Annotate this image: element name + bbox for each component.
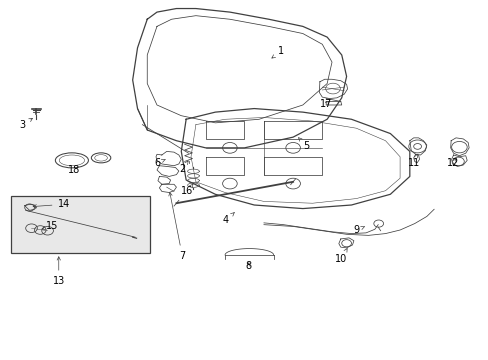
Text: 1: 1 [271,46,284,58]
Text: 13: 13 [53,257,65,286]
Text: 3: 3 [20,118,32,130]
Text: 9: 9 [352,225,364,235]
Text: 11: 11 [407,154,419,168]
Text: 17: 17 [319,99,332,109]
Text: 5: 5 [298,138,309,151]
Text: 10: 10 [334,248,346,264]
Text: 7: 7 [168,192,185,261]
Text: 2: 2 [179,161,188,174]
Text: 8: 8 [245,261,251,271]
Text: 6: 6 [154,158,165,168]
Text: 4: 4 [223,213,234,225]
Bar [11,196,149,253]
Text: 14: 14 [33,199,70,209]
Text: 15: 15 [42,221,59,231]
Text: 12: 12 [447,158,459,168]
Text: 18: 18 [68,165,81,175]
Text: 16: 16 [181,184,193,197]
